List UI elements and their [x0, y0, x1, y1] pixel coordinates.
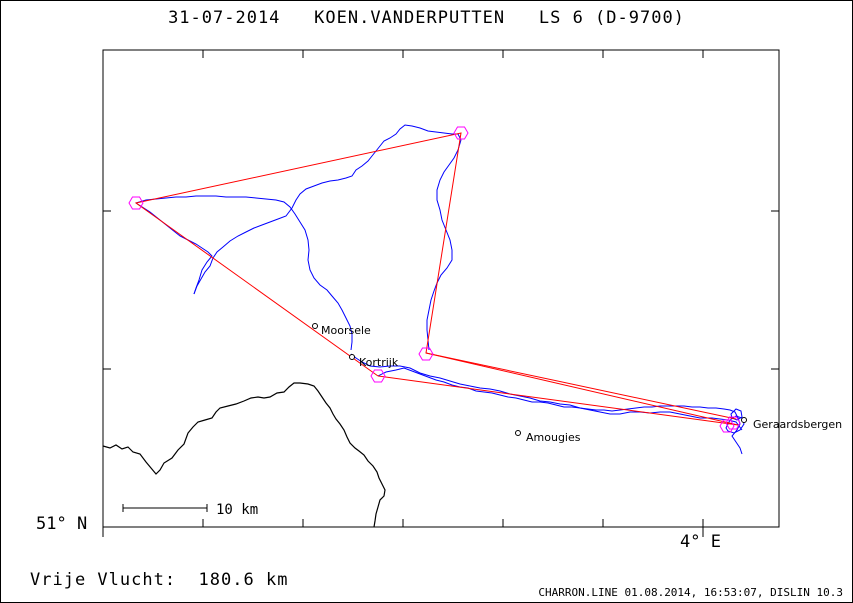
flight-title: 31-07-2014 KOEN.VANDERPUTTEN LS 6 (D-970… — [0, 8, 853, 28]
kortrijk-marker — [349, 354, 355, 360]
amougies-marker — [515, 430, 521, 436]
distance-summary: Vrije Vlucht: 180.6 km — [30, 570, 288, 590]
task-leg — [425, 352, 737, 420]
turnpoint-marker — [370, 369, 386, 383]
turnpoint-marker — [719, 419, 735, 433]
place-markers: Moorsele Kortrijk Amougies Geraardsberge… — [312, 323, 842, 444]
flight-track — [135, 124, 745, 455]
turnpoint-marker — [418, 347, 434, 361]
place-label: Geraardsbergen — [753, 418, 842, 431]
scale-bar-label: 10 km — [216, 502, 258, 518]
latitude-label: 51° N — [36, 514, 88, 534]
longitude-label: 4° E — [680, 532, 721, 552]
turnpoint-marker — [128, 196, 144, 210]
distance-value: 180.6 km — [198, 570, 289, 590]
glider-type: LS 6 (D-9700) — [538, 8, 685, 28]
moorsele-marker — [312, 323, 318, 329]
turnpoints — [128, 126, 741, 433]
track-east-return — [350, 353, 743, 431]
turnpoint-marker — [725, 416, 741, 430]
place-label: Amougies — [526, 431, 581, 444]
plot-box — [102, 49, 780, 528]
pilot-name: KOEN.VANDERPUTTEN — [314, 8, 506, 28]
task-route — [134, 132, 739, 426]
place-label: Kortrijk — [359, 356, 399, 369]
geraardsbergen-marker — [741, 417, 747, 423]
footer-info: CHARRON.LINE 01.08.2014, 16:53:07, DISLI… — [538, 586, 843, 599]
track-east-leg — [377, 367, 743, 455]
country-border — [102, 382, 386, 528]
scale-bar: 10 km — [122, 502, 258, 518]
flight-date: 31-07-2014 — [168, 8, 281, 28]
track-west-leg — [193, 124, 462, 295]
track-first-leg — [135, 195, 353, 351]
turnpoint-marker — [453, 126, 469, 140]
track-north-return — [426, 139, 462, 351]
distance-label: Vrije Vlucht: — [30, 570, 177, 590]
place-label: Moorsele — [321, 324, 371, 337]
axis-ticks — [102, 50, 779, 537]
